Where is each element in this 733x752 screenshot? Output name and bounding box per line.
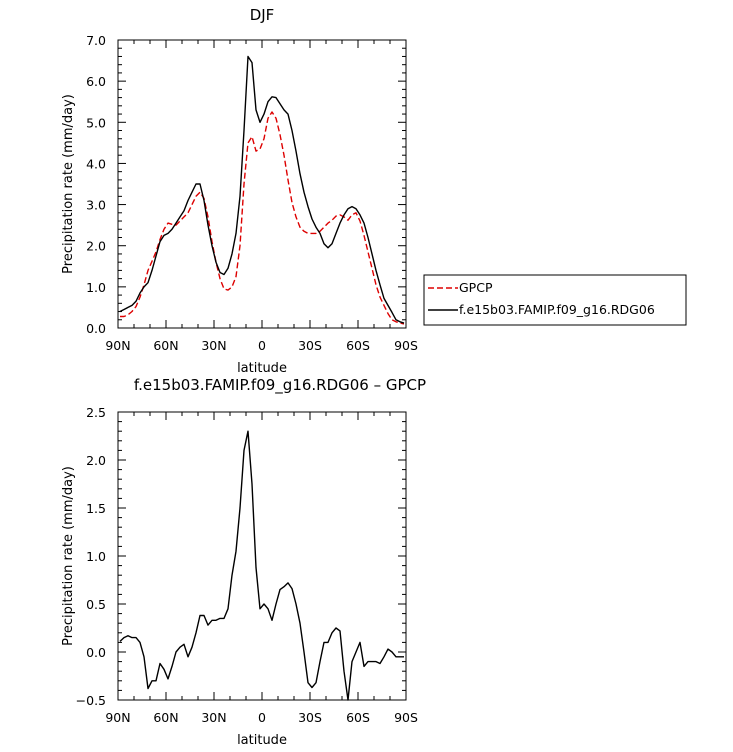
legend-label: f.e15b03.FAMIP.f09_g16.RDG06 xyxy=(459,302,655,317)
x-tick-label: 30N xyxy=(201,338,226,353)
y-tick-labels: 0.0 1.0 2.0 3.0 4.0 5.0 6.0 7.0 xyxy=(86,33,106,336)
x-axis-label: latitude xyxy=(237,361,287,376)
x-tick-label: 30S xyxy=(298,338,322,353)
y-tick-label: 4.0 xyxy=(86,156,106,171)
x-tick-label: 30N xyxy=(201,710,226,725)
y-tick-label: 5.0 xyxy=(86,115,106,130)
x-tick-label: 90S xyxy=(394,338,418,353)
x-axis-label: latitude xyxy=(237,733,287,748)
y-tick-label: 3.0 xyxy=(86,198,106,213)
series-lines xyxy=(119,55,405,325)
x-tick-label: 60S xyxy=(346,710,370,725)
y-tick-label: 2.0 xyxy=(86,453,106,468)
series-line-gpcp xyxy=(120,111,405,325)
x-tick-labels: 90N 60N 30N 0 30S 60S 90S xyxy=(105,338,418,353)
x-tick-label: 60N xyxy=(153,338,178,353)
legend: GPCP f.e15b03.FAMIP.f09_g16.RDG06 xyxy=(423,274,687,326)
x-tick-label: 30S xyxy=(298,710,322,725)
tick-marks xyxy=(117,39,407,329)
series-lines xyxy=(119,430,404,701)
y-tick-label: 1.5 xyxy=(86,501,106,516)
y-tick-label: 0.0 xyxy=(86,321,106,336)
y-tick-label: −0.5 xyxy=(76,693,106,708)
y-tick-label: 2.0 xyxy=(86,239,106,254)
tick-marks xyxy=(117,411,407,701)
y-tick-label: 1.0 xyxy=(86,549,106,564)
plot-frame xyxy=(117,39,407,329)
y-axis-label: Precipitation rate (mm/day) xyxy=(61,94,76,274)
y-tick-label: 0.0 xyxy=(86,645,106,660)
y-tick-labels: −0.5 0.0 0.5 1.0 1.5 2.0 2.5 xyxy=(76,405,106,708)
legend-box xyxy=(423,274,687,326)
x-tick-labels: 90N 60N 30N 0 30S 60S 90S xyxy=(105,710,418,725)
y-tick-label: 2.5 xyxy=(86,405,106,420)
y-tick-label: 1.0 xyxy=(86,280,106,295)
mean-precip-panel: DJF 90N 60N 30N 0 30S 60S 90S 0.0 1.0 2.0 3.0 4.0 5… xyxy=(61,6,418,376)
y-tick-label: 6.0 xyxy=(86,74,106,89)
chart-title-difference: f.e15b03.FAMIP.f09_g16.RDG06 – GPCP xyxy=(134,376,426,395)
y-axis-label: Precipitation rate (mm/day) xyxy=(61,466,76,646)
x-tick-label: 90N xyxy=(105,338,130,353)
series-line-model xyxy=(119,55,405,324)
x-tick-label: 90S xyxy=(394,710,418,725)
chart-title-djf: DJF xyxy=(250,6,275,24)
x-tick-label: 0 xyxy=(258,710,266,725)
y-tick-label: 0.5 xyxy=(86,597,106,612)
x-tick-label: 0 xyxy=(258,338,266,353)
x-tick-label: 60S xyxy=(346,338,370,353)
y-tick-label: 7.0 xyxy=(86,33,106,48)
x-tick-label: 60N xyxy=(153,710,178,725)
difference-line xyxy=(119,430,404,701)
difference-panel: f.e15b03.FAMIP.f09_g16.RDG06 – GPCP 90N 6… xyxy=(61,376,426,748)
x-tick-label: 90N xyxy=(105,710,130,725)
legend-label: GPCP xyxy=(459,280,493,295)
